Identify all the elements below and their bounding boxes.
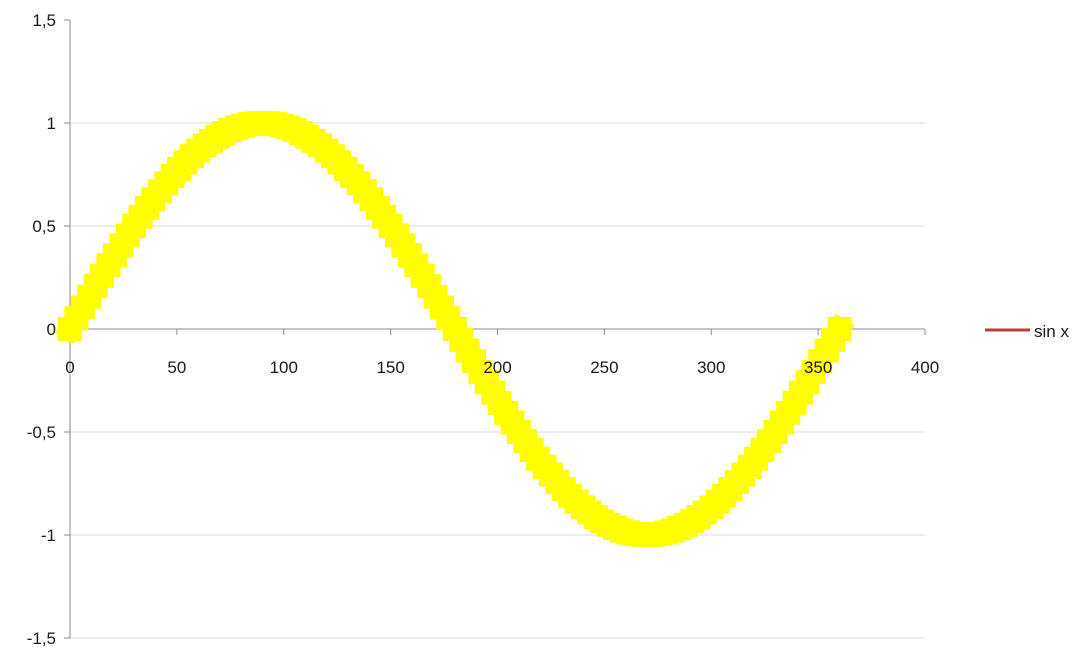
data-point-360 [827, 317, 852, 341]
x-tick-label-6: 300 [697, 358, 725, 377]
y-tick-label-4: -0,5 [27, 423, 56, 442]
y-tick-label-2: 0,5 [32, 217, 56, 236]
x-tick-label-2: 100 [270, 358, 298, 377]
tick-labels: 1,5 1 0,5 0 -0,5 -1 -1,5 0 50 100 150 200 250 300 350 4… [27, 11, 939, 648]
x-tick-label-1: 50 [167, 358, 186, 377]
y-tick-label-0: 1,5 [32, 11, 56, 30]
y-tick-label-6: -1,5 [27, 629, 56, 648]
x-tick-label-0: 0 [65, 358, 74, 377]
y-tick-label-1: 1 [47, 114, 56, 133]
series-sin-x [54, 111, 855, 547]
x-tick-label-5: 250 [590, 358, 618, 377]
x-tick-label-3: 150 [376, 358, 404, 377]
x-tick-label-8: 400 [911, 358, 939, 377]
y-tick-label-5: -1 [41, 526, 56, 545]
gridlines [70, 122, 925, 639]
legend-label-sin-x: sin x [1034, 322, 1069, 341]
legend: sin x [985, 322, 1069, 341]
axes [64, 19, 926, 639]
x-tick-label-7: 350 [804, 358, 832, 377]
x-tick-label-4: 200 [483, 358, 511, 377]
y-tick-label-3: 0 [47, 320, 56, 339]
